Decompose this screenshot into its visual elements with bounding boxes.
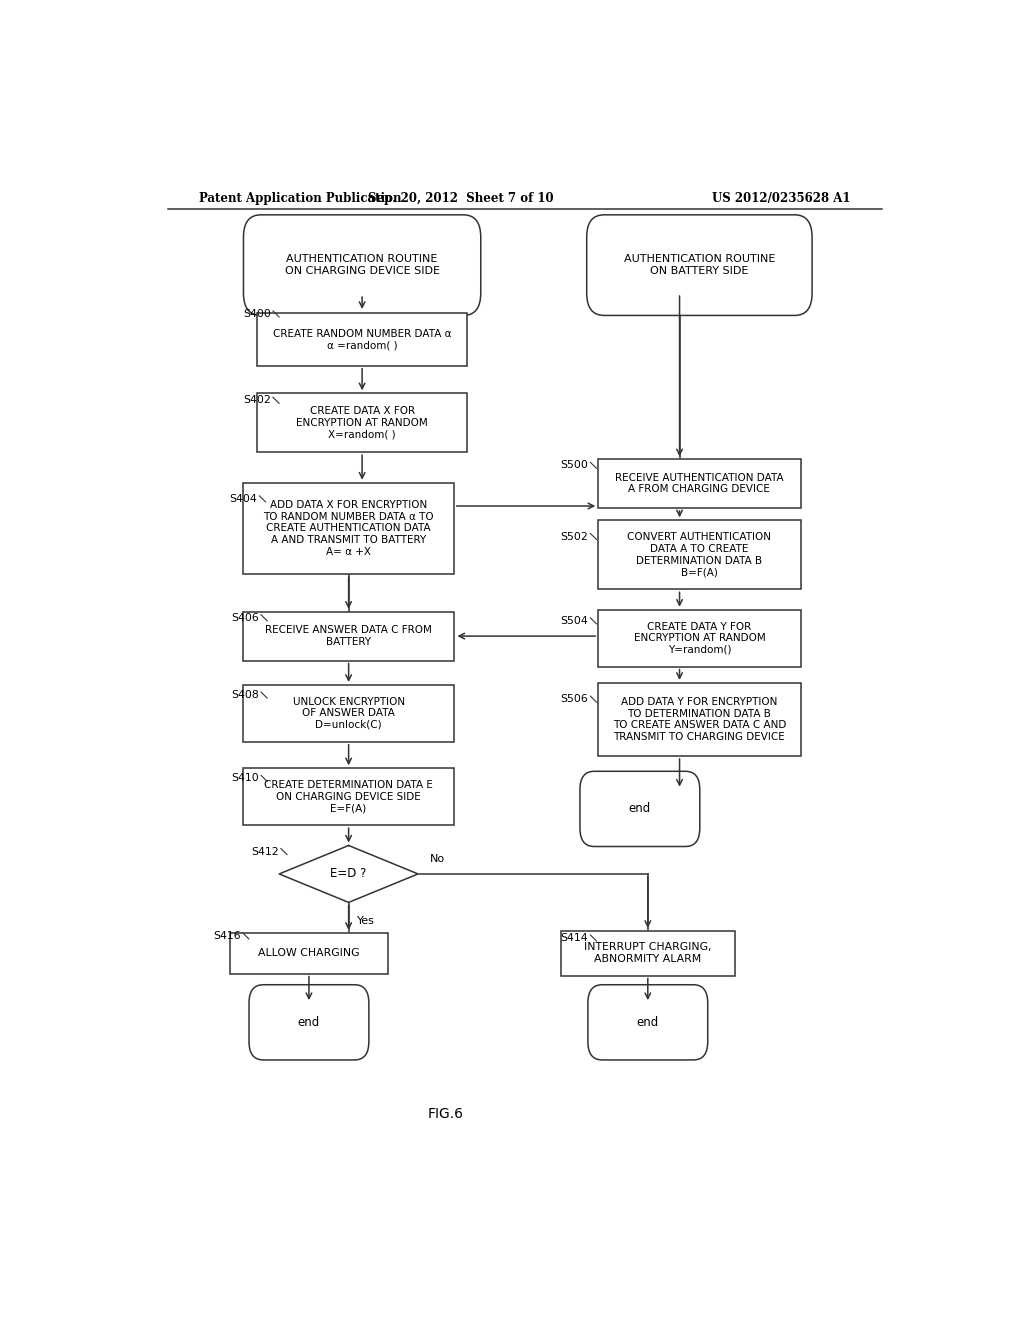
FancyBboxPatch shape [588, 985, 708, 1060]
Text: RECEIVE AUTHENTICATION DATA
A FROM CHARGING DEVICE: RECEIVE AUTHENTICATION DATA A FROM CHARG… [615, 473, 783, 495]
FancyBboxPatch shape [560, 931, 735, 975]
Text: CONVERT AUTHENTICATION
DATA A TO CREATE
DETERMINATION DATA B
B=F(A): CONVERT AUTHENTICATION DATA A TO CREATE … [628, 532, 771, 577]
Text: ADD DATA X FOR ENCRYPTION
TO RANDOM NUMBER DATA α TO
CREATE AUTHENTICATION DATA
: ADD DATA X FOR ENCRYPTION TO RANDOM NUMB… [263, 500, 434, 557]
Polygon shape [280, 846, 418, 903]
Text: ALLOW CHARGING: ALLOW CHARGING [258, 948, 359, 958]
Text: CREATE RANDOM NUMBER DATA α
α =random( ): CREATE RANDOM NUMBER DATA α α =random( ) [272, 329, 452, 350]
Text: S400: S400 [243, 309, 271, 319]
Text: Yes: Yes [356, 916, 375, 925]
Text: RECEIVE ANSWER DATA C FROM
BATTERY: RECEIVE ANSWER DATA C FROM BATTERY [265, 626, 432, 647]
Text: S402: S402 [243, 395, 270, 405]
Text: end: end [637, 1016, 658, 1028]
Text: S504: S504 [560, 616, 588, 626]
FancyBboxPatch shape [598, 459, 801, 508]
Text: ADD DATA Y FOR ENCRYPTION
TO DETERMINATION DATA B
TO CREATE ANSWER DATA C AND
TR: ADD DATA Y FOR ENCRYPTION TO DETERMINATI… [612, 697, 786, 742]
Text: FIG.6: FIG.6 [427, 1106, 464, 1121]
Text: CREATE DATA Y FOR
ENCRYPTION AT RANDOM
Y=random(): CREATE DATA Y FOR ENCRYPTION AT RANDOM Y… [634, 622, 765, 655]
FancyBboxPatch shape [244, 215, 480, 315]
Text: INTERRUPT CHARGING,
ABNORMITY ALARM: INTERRUPT CHARGING, ABNORMITY ALARM [584, 942, 712, 964]
FancyBboxPatch shape [244, 685, 454, 742]
FancyBboxPatch shape [229, 933, 388, 974]
Text: S506: S506 [560, 694, 588, 704]
FancyBboxPatch shape [587, 215, 812, 315]
FancyBboxPatch shape [244, 768, 454, 825]
FancyBboxPatch shape [598, 682, 801, 756]
Text: S410: S410 [231, 774, 259, 783]
FancyBboxPatch shape [257, 313, 467, 366]
Text: CREATE DETERMINATION DATA E
ON CHARGING DEVICE SIDE
E=F(A): CREATE DETERMINATION DATA E ON CHARGING … [264, 780, 433, 813]
Text: end: end [298, 1016, 321, 1028]
Text: S412: S412 [251, 846, 279, 857]
Text: S404: S404 [229, 494, 257, 504]
Text: UNLOCK ENCRYPTION
OF ANSWER DATA
D=unlock(C): UNLOCK ENCRYPTION OF ANSWER DATA D=unloc… [293, 697, 404, 730]
Text: S408: S408 [231, 690, 259, 700]
FancyBboxPatch shape [257, 393, 467, 453]
Text: S406: S406 [231, 612, 259, 623]
FancyBboxPatch shape [244, 611, 454, 660]
Text: AUTHENTICATION ROUTINE
ON CHARGING DEVICE SIDE: AUTHENTICATION ROUTINE ON CHARGING DEVIC… [285, 255, 439, 276]
FancyBboxPatch shape [249, 985, 369, 1060]
Text: S416: S416 [213, 931, 241, 941]
Text: S414: S414 [560, 933, 588, 942]
Text: AUTHENTICATION ROUTINE
ON BATTERY SIDE: AUTHENTICATION ROUTINE ON BATTERY SIDE [624, 255, 775, 276]
Text: Patent Application Publication: Patent Application Publication [200, 191, 402, 205]
FancyBboxPatch shape [598, 610, 801, 667]
FancyBboxPatch shape [580, 771, 699, 846]
Text: Sep. 20, 2012  Sheet 7 of 10: Sep. 20, 2012 Sheet 7 of 10 [369, 191, 554, 205]
Text: CREATE DATA X FOR
ENCRYPTION AT RANDOM
X=random( ): CREATE DATA X FOR ENCRYPTION AT RANDOM X… [296, 407, 428, 440]
FancyBboxPatch shape [598, 520, 801, 589]
FancyBboxPatch shape [244, 483, 454, 574]
Text: S502: S502 [560, 532, 588, 541]
Text: E=D ?: E=D ? [331, 867, 367, 880]
Text: US 2012/0235628 A1: US 2012/0235628 A1 [712, 191, 850, 205]
Text: No: No [430, 854, 445, 863]
Text: S500: S500 [560, 461, 589, 470]
Text: end: end [629, 803, 651, 816]
